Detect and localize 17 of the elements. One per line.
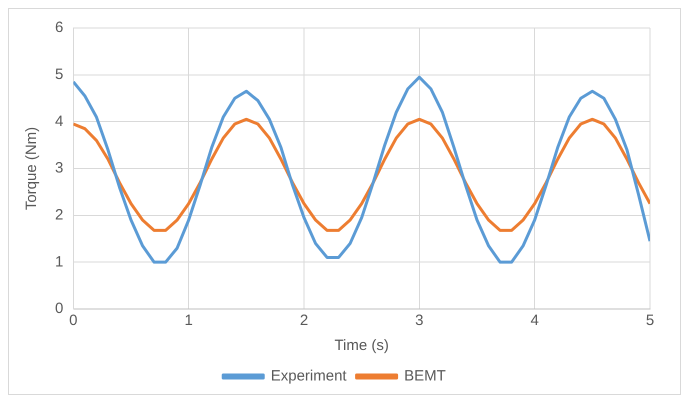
legend-label: Experiment xyxy=(270,368,348,385)
y-tick-label: 4 xyxy=(55,112,64,130)
x-tick-label: 3 xyxy=(415,312,424,330)
y-axis-title: Torque (Nm) xyxy=(23,126,40,210)
x-tick-label: 1 xyxy=(184,312,193,330)
y-tick-label: 6 xyxy=(55,19,64,36)
y-tick-label: 5 xyxy=(55,66,64,83)
legend-label: BEMT xyxy=(404,368,446,385)
y-tick-label: 2 xyxy=(55,206,64,224)
y-tick-label: 1 xyxy=(55,253,64,270)
y-tick-label: 0 xyxy=(55,300,64,318)
x-tick-label: 4 xyxy=(530,312,539,330)
x-tick-label: 5 xyxy=(646,312,654,330)
x-tick-label: 2 xyxy=(300,312,308,330)
x-tick-label: 0 xyxy=(69,312,78,330)
y-tick-label: 3 xyxy=(55,160,64,177)
x-axis-title: Time (s) xyxy=(334,337,389,354)
